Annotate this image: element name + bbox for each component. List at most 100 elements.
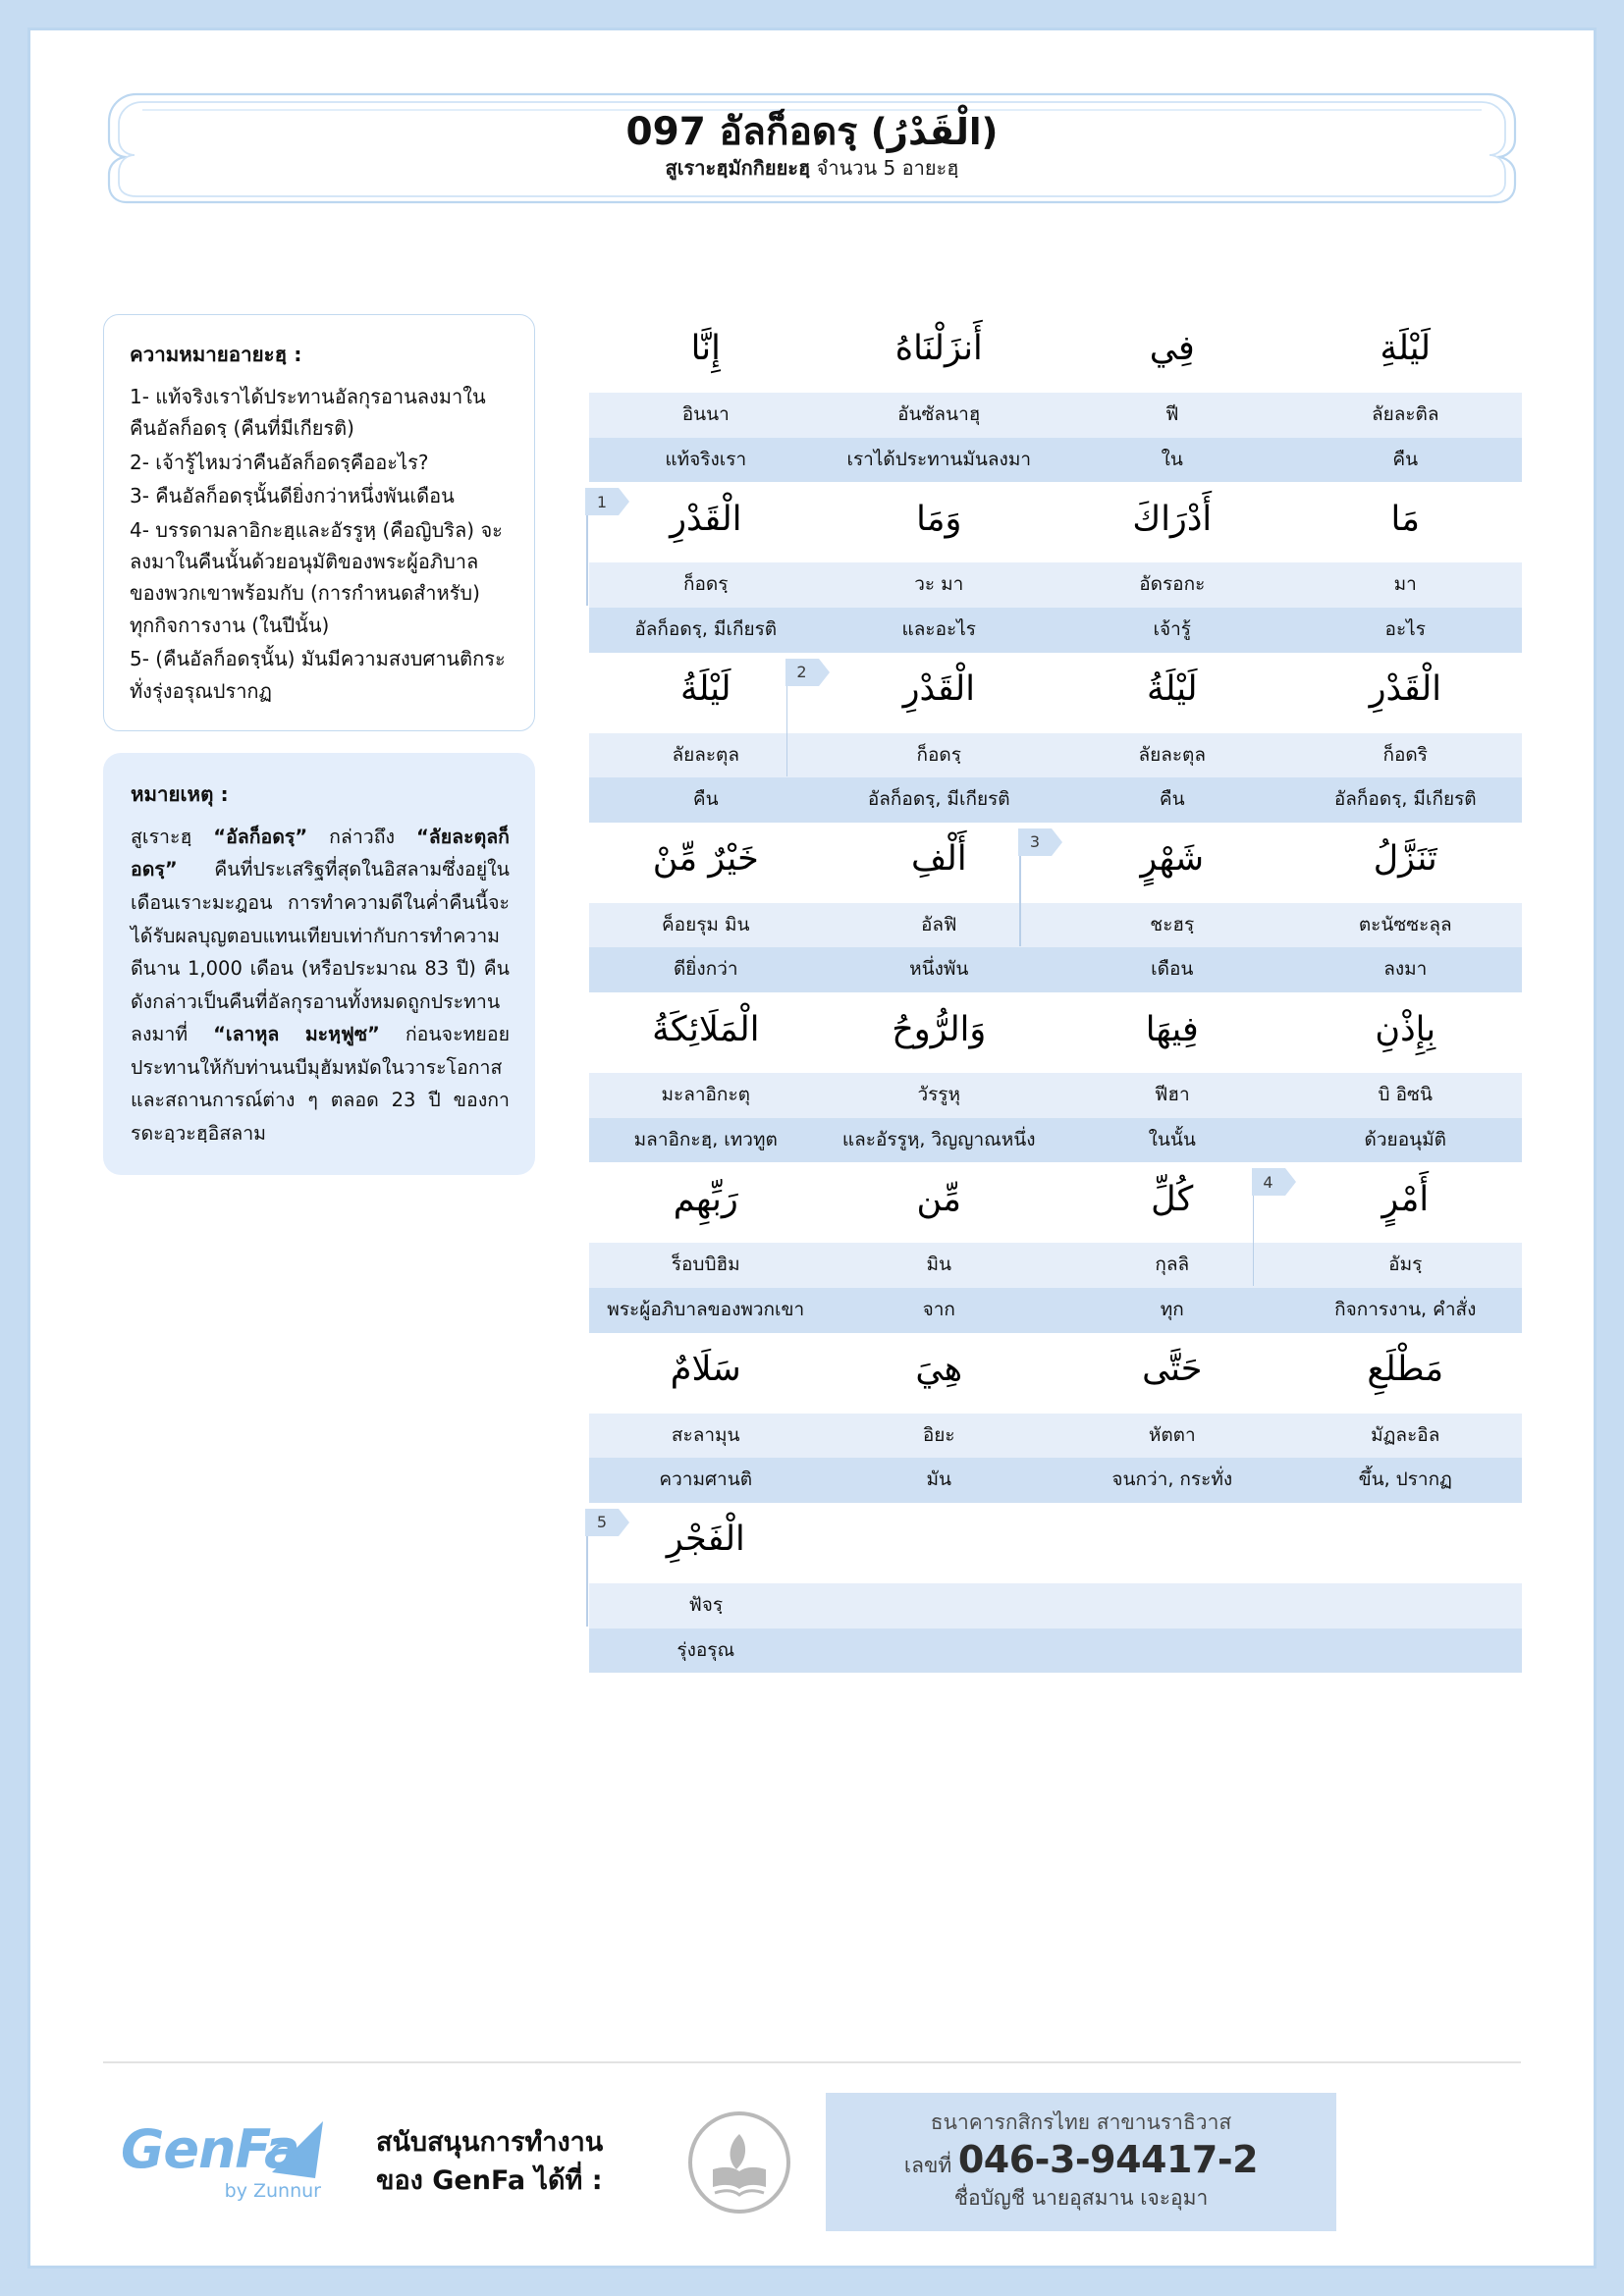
- arabic-word: رَبِّهِم: [673, 1179, 738, 1219]
- meaning-item: 4- บรรดามลาอิกะฮฺและอัรรูหฺ (คือญิบริล) …: [130, 517, 503, 637]
- meaning-card-heading: ความหมายอายะฮฺ :: [130, 343, 302, 366]
- arabic-row: خَيْرٌ مِّنْ أَلْفِ شَهْرٍ تَنَزَّلُ: [589, 823, 1522, 903]
- arabic-word: الْقَدْرِ: [670, 499, 742, 539]
- support-text: สนับสนุนการทำงาน ของ GenFa ได้ที่ :: [376, 2124, 671, 2200]
- bank-details-box: ธนาคารกสิกรไทย สาขานราธิวาส เลขที่ 046-3…: [826, 2093, 1336, 2231]
- arabic-word: الْمَلَائِكَةُ: [652, 1009, 760, 1049]
- transliteration-word: ฟัจรฺ: [688, 1593, 724, 1616]
- table-row: إِنَّا أَنزَلْنَاهُ فِي لَيْلَةِ อินนา อันซัล…: [589, 312, 1522, 483]
- header-plaque: 097 อัลก็อดรฺ (الْقَدْرُ) สูเราะฮฺมักกิย…: [103, 86, 1521, 204]
- table-row: رَبِّهِم مِّن كُلِّ أَمْرٍ ร็อบบิฮิม มิน กุลลิ…: [589, 1162, 1522, 1333]
- subtitle-ayah-count: จำนวน 5 อายะฮฺ: [816, 156, 959, 181]
- translation-row: มลาอิกะฮฺ, เทวทูต และอัรรูหฺ, วิญญาณหนึ่ง…: [589, 1117, 1522, 1163]
- translation-word: ใน: [1161, 448, 1183, 470]
- account-number-label: เลขที่: [903, 2153, 952, 2177]
- arabic-word: فِي: [1149, 329, 1195, 369]
- plaque-ornament-icon: [107, 92, 1517, 204]
- bank-name: ธนาคารกสิกรไทย สาขานราธิวาส: [930, 2110, 1232, 2135]
- meaning-item: 5- (คืนอัลก็อดรฺนั้น) มันมีความสงบศานติก…: [130, 647, 506, 703]
- translation-word: จนกว่า, กระทั่ง: [1111, 1468, 1233, 1491]
- arabic-word: إِنَّا: [690, 329, 721, 369]
- table-row: سَلَامٌ هِيَ حَتَّى مَطْلَعِ สะลามุน อิยะ หัตต…: [589, 1333, 1522, 1503]
- table-row: الْمَلَائِكَةُ وَالرُّوحُ فِيهَا بِإِذْنِ มะ…: [589, 992, 1522, 1163]
- meaning-item: 3- คืนอัลก็อดรฺนั้นดียิ่งกว่าหนึ่งพันเดื…: [130, 484, 455, 508]
- table-row: خَيْرٌ مِّنْ أَلْفِ شَهْرٍ تَنَزَّلُ ค็อยรุม…: [589, 823, 1522, 993]
- arabic-word: أَدْرَاكَ: [1132, 499, 1213, 539]
- arabic-row: إِنَّا أَنزَلْنَاهُ فِي لَيْلَةِ: [589, 312, 1522, 393]
- verse-separator-line: [785, 685, 787, 776]
- transliteration-word: หัตตา: [1148, 1423, 1196, 1446]
- arabic-word: وَالرُّوحُ: [892, 1009, 987, 1049]
- notes-emphasis: “ลัยละตุลก็อดรฺ”: [131, 825, 510, 881]
- transliteration-word: ลัยละติล: [1371, 403, 1439, 425]
- translation-word: พระผู้อภิบาลของพวกเขา: [607, 1299, 805, 1321]
- arabic-word: لَيْلَةُ: [1146, 668, 1198, 709]
- translation-word: [823, 1640, 1056, 1660]
- footer-divider: [103, 2061, 1521, 2063]
- translation-word: อะไร: [1384, 617, 1426, 640]
- arabic-word: الْقَدْرِ: [1369, 668, 1441, 709]
- page-subtitle: สูเราะฮฺมักกิยยะฮฺ จำนวน 5 อายะฮฺ: [666, 156, 959, 180]
- notes-text: คืนที่ประเสริฐที่สุดในอิสลามซึ่งอยู่ในเด…: [131, 858, 510, 1046]
- translation-row: แท้จริงเรา เราได้ประทานมันลงมา ใน คืน: [589, 437, 1522, 483]
- arabic-word: أَلْفِ: [910, 839, 967, 880]
- translation-word: เราได้ประทานมันลงมา: [846, 448, 1032, 470]
- genfa-arrow-icon: [270, 2120, 323, 2178]
- arabic-word: سَلَامٌ: [670, 1350, 741, 1390]
- genfa-byline: by Zunnur: [224, 2179, 321, 2202]
- verse-separator-line: [1252, 1196, 1254, 1287]
- arabic-row: الْقَدْرِ وَمَا أَدْرَاكَ مَا: [589, 482, 1522, 562]
- arabic-word: أَنزَلْنَاهُ: [894, 329, 983, 369]
- arabic-word: حَتَّى: [1142, 1350, 1203, 1390]
- meaning-list: 1- แท้จริงเราได้ประทานอัลกุรอานลงมาในคืน…: [130, 381, 509, 707]
- meaning-item: 1- แท้จริงเราได้ประทานอัลกุรอานลงมาในคืน…: [130, 385, 486, 441]
- transliteration-word: [1289, 1596, 1523, 1616]
- arabic-word: لَيْلَةُ: [679, 668, 731, 709]
- account-number: 046-3-94417-2: [957, 2137, 1259, 2181]
- surah-number: 097: [625, 109, 706, 154]
- left-column: ความหมายอายะฮฺ : 1- แท้จริงเราได้ประทานอ…: [103, 314, 535, 1176]
- translation-word: [1289, 1640, 1523, 1660]
- page-title: 097 อัลก็อดรฺ (الْقَدْرُ): [625, 109, 999, 155]
- translation-row: คืน อัลก็อดรฺ, มีเกียรติ คืน อัลก็อดรฺ, มีเ…: [589, 777, 1522, 823]
- translation-word: อัลก็อดรฺ, มีเกียรติ: [867, 788, 1010, 811]
- transliteration-word: มัฏละอิล: [1371, 1423, 1440, 1446]
- translation-row: ดียิ่งกว่า หนึ่งพัน เดือน ลงมา: [589, 947, 1522, 993]
- verse-number-marker: 5: [585, 1508, 629, 1536]
- translation-row: ความศานติ มัน จนกว่า, กระทั่ง ขึ้น, ปรากฏ: [589, 1458, 1522, 1503]
- transliteration-word: อินนา: [681, 403, 730, 425]
- transliteration-word: ก็อดริ: [1382, 743, 1428, 766]
- translation-row: อัลก็อดรฺ, มีเกียรติ และอะไร เจ้ารู้ อะไร: [589, 607, 1522, 653]
- translation-word: อัลก็อดรฺ, มีเกียรติ: [634, 617, 778, 640]
- notes-emphasis: “เลาหุล มะหฺฟูซ”: [213, 1023, 380, 1046]
- notes-text: สูเราะฮฺ: [131, 825, 214, 848]
- table-row: الْقَدْرِ وَمَا أَدْرَاكَ مَا ก็อดรฺ วะ มา อัด…: [585, 482, 1522, 653]
- arabic-word: مَطْلَعِ: [1367, 1350, 1444, 1390]
- support-line-2: ของ GenFa ได้ที่ :: [376, 2164, 603, 2196]
- verse-number-marker: 1: [585, 488, 629, 516]
- transliteration-word: ค็อยรุม มิน: [661, 913, 750, 935]
- notes-emphasis: “อัลก็อดรฺ”: [213, 825, 308, 848]
- translation-word: คืน: [692, 788, 719, 811]
- transliteration-word: ลัยละตุล: [1138, 743, 1207, 766]
- transliteration-word: วัรรูหุ: [917, 1084, 961, 1106]
- arabic-word: الْقَدْرِ: [902, 668, 975, 709]
- translation-word: เจ้ารู้: [1153, 617, 1191, 640]
- transliteration-row: ลัยละตุล ก็อดรฺ ลัยละตุล ก็อดริ: [589, 732, 1522, 778]
- arabic-word: أَمْرٍ: [1381, 1179, 1430, 1219]
- arabic-word: مِّن: [916, 1179, 961, 1219]
- organization-seal: [680, 2109, 798, 2216]
- arabic-row: سَلَامٌ هِيَ حَتَّى مَطْلَعِ: [589, 1333, 1522, 1414]
- translation-word: มลาอิกะฮฺ, เทวทูต: [633, 1128, 778, 1150]
- surah-name-thai: อัลก็อดรฺ: [719, 109, 858, 154]
- translation-word: ด้วยอนุมัติ: [1364, 1128, 1446, 1150]
- meaning-card: ความหมายอายะฮฺ : 1- แท้จริงเราได้ประทานอ…: [103, 314, 535, 731]
- transliteration-word: กุลลิ: [1155, 1254, 1190, 1276]
- notes-card-body: สูเราะฮฺ “อัลก็อดรฺ” กล่าวถึง “ลัยละตุลก…: [131, 821, 510, 1149]
- notes-card: หมายเหตุ : สูเราะฮฺ “อัลก็อดรฺ” กล่าวถึง…: [103, 752, 535, 1176]
- table-row: الْفَجْرِ ฟัจรฺ รุ่งอรุณ 5: [585, 1503, 1523, 1674]
- translation-word: ดียิ่งกว่า: [673, 958, 738, 981]
- translation-word: ลงมา: [1383, 958, 1428, 981]
- translation-word: และอัรรูหฺ, วิญญาณหนึ่ง: [841, 1128, 1036, 1150]
- transliteration-word: บิ อิซนิ: [1378, 1084, 1433, 1106]
